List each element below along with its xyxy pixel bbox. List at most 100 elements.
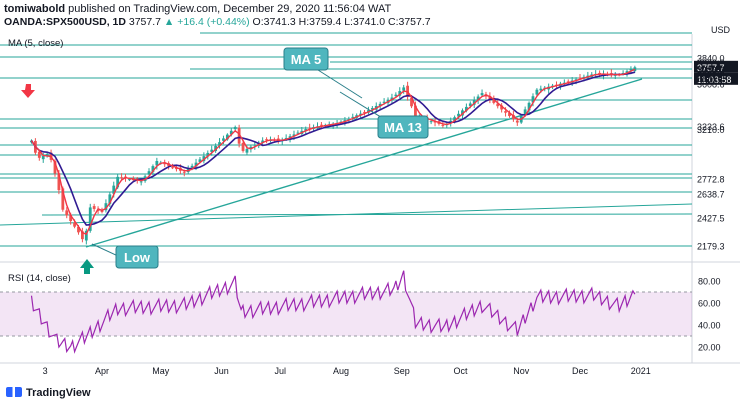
symbol-name[interactable]: OANDA:SPX500USD, 1D xyxy=(4,16,126,28)
candle-body xyxy=(468,103,472,106)
candle-body xyxy=(578,77,582,79)
rsi-axis-label: 80.00 xyxy=(698,277,721,287)
price-axis-label: 2179.3 xyxy=(697,242,725,252)
candle-body xyxy=(304,129,308,131)
candle-body xyxy=(476,96,480,101)
price-axis-label: 3840.0 xyxy=(697,54,725,64)
candle-body xyxy=(84,230,88,241)
price-axis-label: 3757.7 xyxy=(697,63,725,73)
price-change: ▲ +16.4 (+0.44%) xyxy=(163,16,250,28)
candle-body xyxy=(241,142,245,151)
ma5-label: MA 5 xyxy=(291,52,322,67)
author-name[interactable]: tomiwabold xyxy=(4,3,66,15)
candle-body xyxy=(190,165,194,168)
candle-body xyxy=(464,106,468,111)
ma-indicator-label: MA (5, close) xyxy=(8,38,63,49)
time-axis-label: 2021 xyxy=(631,366,651,376)
candle-body xyxy=(382,101,386,103)
ma13-label: MA 13 xyxy=(384,120,422,135)
candle-body xyxy=(81,231,84,240)
candle-body xyxy=(222,138,225,141)
candle-body xyxy=(566,81,570,83)
candle-body xyxy=(210,149,214,152)
candle-body xyxy=(515,120,519,123)
candle-body xyxy=(112,185,116,194)
candle-body xyxy=(155,161,159,166)
candle-body xyxy=(88,207,92,231)
candle-body xyxy=(45,154,49,156)
candle-body xyxy=(402,87,406,91)
candle-body xyxy=(261,140,265,143)
symbol-line: OANDA:SPX500USD, 1D 3757.7 ▲ +16.4 (+0.4… xyxy=(4,16,431,28)
candle-body xyxy=(429,121,433,123)
low-label: Low xyxy=(124,250,151,265)
candle-body xyxy=(229,130,233,135)
candle-body xyxy=(182,171,186,173)
rsi-line xyxy=(30,270,636,354)
candle-body xyxy=(198,159,202,162)
candle-body xyxy=(61,188,65,210)
time-axis-label: 3 xyxy=(43,366,48,376)
time-axis-label: Oct xyxy=(453,366,468,376)
ma13-pointer xyxy=(339,91,385,120)
candle-body xyxy=(414,105,417,116)
candle-body xyxy=(359,113,362,115)
candle-body xyxy=(504,111,507,113)
last-price-tag xyxy=(694,72,738,85)
candle-body xyxy=(284,137,288,140)
ma5-callout: MA 5 xyxy=(283,47,363,99)
candle-body xyxy=(531,96,535,103)
sloped-support-line xyxy=(41,213,693,216)
candle-body xyxy=(128,179,131,181)
candle-body xyxy=(500,105,504,110)
candle-body xyxy=(449,120,453,123)
candle-body xyxy=(574,79,578,81)
publish-line: tomiwabold published on TradingView.com,… xyxy=(4,3,391,15)
candle-body xyxy=(194,162,198,167)
candle-body xyxy=(77,227,80,233)
candle-body xyxy=(527,102,531,111)
candle-body xyxy=(511,114,515,120)
candle-body xyxy=(539,88,543,91)
candle-body xyxy=(175,167,178,170)
low-callout: Low xyxy=(91,243,159,269)
low-box xyxy=(115,245,159,269)
candle-body xyxy=(488,96,492,100)
ma13-line xyxy=(30,71,636,226)
candle-body xyxy=(65,210,69,216)
candle-body xyxy=(92,206,96,209)
ma5-line xyxy=(30,68,636,235)
rsi-axis-label: 60.00 xyxy=(698,299,721,309)
time-axis-label: May xyxy=(152,366,170,376)
price-axis-labels: 3840.03800.03757.711:03:583735.63691.836… xyxy=(694,54,738,252)
candle-body xyxy=(96,209,100,211)
last-price: 3757.7 xyxy=(128,16,161,28)
candle-body xyxy=(57,173,61,191)
candle-body xyxy=(151,166,155,172)
candle-body xyxy=(480,93,484,96)
price-axis-label: 3691.8 xyxy=(697,70,725,80)
time-axis-label: Dec xyxy=(572,366,589,376)
tradingview-logo[interactable]: TradingView xyxy=(6,387,91,399)
currency-label: USD xyxy=(711,25,731,35)
candle-body xyxy=(218,142,221,146)
time-axis-label: Apr xyxy=(95,366,109,376)
ma13-callout: MA 13 xyxy=(339,91,429,139)
candle-body xyxy=(351,116,355,118)
candle-body xyxy=(108,194,112,204)
ma5-pointer xyxy=(317,69,363,99)
candle-body xyxy=(508,113,511,116)
publish-info: published on TradingView.com, December 2… xyxy=(68,3,392,15)
candle-body xyxy=(41,155,45,160)
candle-body xyxy=(394,94,398,97)
candle-body xyxy=(116,176,120,188)
price-axis-label: 2427.5 xyxy=(697,213,725,223)
candle-body xyxy=(237,127,241,144)
ma5-box xyxy=(283,47,329,71)
candle-body xyxy=(363,111,366,113)
time-axis-label: Sep xyxy=(394,366,410,376)
price-axis-label: 3233.6 xyxy=(697,122,725,132)
candle-body xyxy=(410,97,413,107)
rsi-label: RSI (14, close) xyxy=(8,273,71,284)
